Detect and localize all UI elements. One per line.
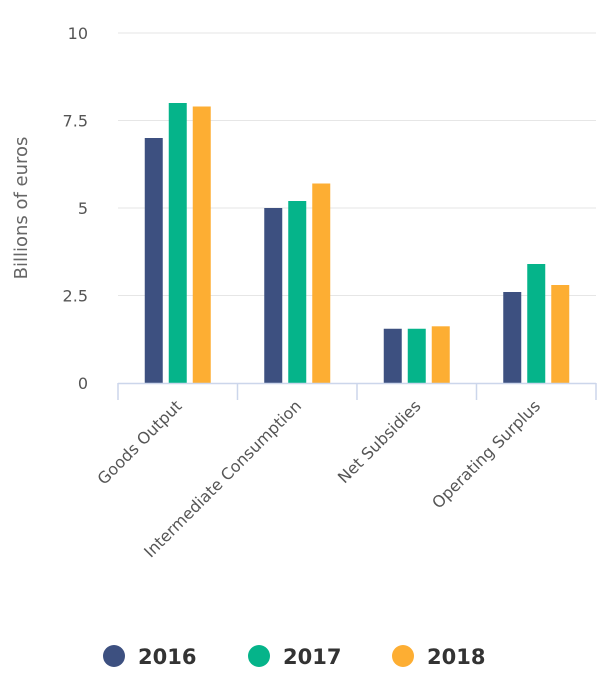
bar-2018-net-subsidies[interactable] xyxy=(431,326,450,383)
x-tick-label: Goods Output xyxy=(94,396,186,488)
legend-label: 2017 xyxy=(283,645,341,669)
bar-2016-intermediate-consumption[interactable] xyxy=(264,208,283,383)
x-tick-label: Net Subsidies xyxy=(334,396,425,487)
legend: 2016 2017 2018 xyxy=(103,645,485,669)
y-axis-title: Billions of euros xyxy=(11,137,32,280)
y-tick-label: 0 xyxy=(78,374,88,393)
legend-item-2018[interactable]: 2018 xyxy=(392,645,485,669)
bar-2018-goods-output[interactable] xyxy=(192,106,211,384)
x-tick-label: Operating Surplus xyxy=(428,396,544,512)
bar-2016-net-subsidies[interactable] xyxy=(383,328,402,383)
bar-2017-net-subsidies[interactable] xyxy=(407,328,426,383)
legend-item-2016[interactable]: 2016 xyxy=(103,645,196,669)
legend-label: 2016 xyxy=(138,645,196,669)
bars xyxy=(144,103,570,384)
y-axis-ticks: 0 2.5 5 7.5 10 xyxy=(63,24,88,393)
bar-2017-operating-surplus[interactable] xyxy=(527,264,546,383)
legend-marker xyxy=(248,645,270,667)
bar-2018-intermediate-consumption[interactable] xyxy=(312,183,331,384)
y-tick-label: 5 xyxy=(78,199,88,218)
bar-2016-operating-surplus[interactable] xyxy=(503,292,522,383)
bar-2017-goods-output[interactable] xyxy=(168,103,187,383)
legend-label: 2018 xyxy=(427,645,485,669)
y-tick-label: 10 xyxy=(68,24,88,43)
legend-marker xyxy=(392,645,414,667)
legend-item-2017[interactable]: 2017 xyxy=(248,645,341,669)
gridlines xyxy=(118,32,596,296)
bar-2018-operating-surplus[interactable] xyxy=(551,285,570,383)
bar-2016-goods-output[interactable] xyxy=(144,138,163,383)
bar-2017-intermediate-consumption[interactable] xyxy=(288,201,307,383)
y-tick-label: 7.5 xyxy=(63,112,88,131)
y-tick-label: 2.5 xyxy=(63,287,88,306)
legend-marker xyxy=(103,645,125,667)
